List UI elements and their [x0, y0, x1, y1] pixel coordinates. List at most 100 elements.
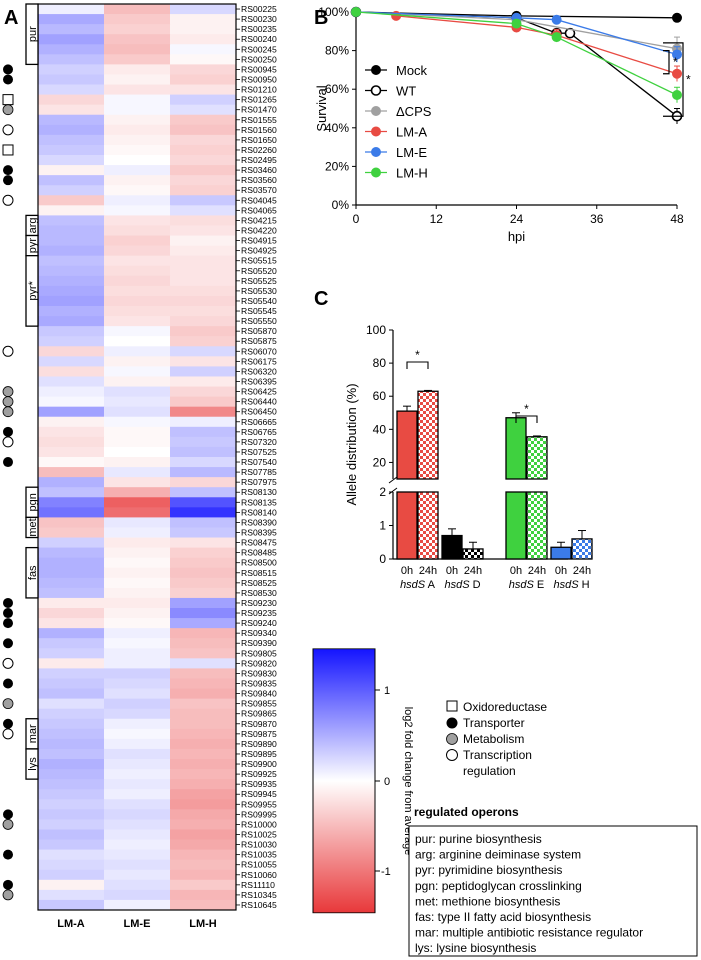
- transporter-icon: [3, 426, 13, 437]
- heatmap-cell: [104, 285, 171, 297]
- heatmap-cell: [104, 457, 171, 468]
- heatmap-cell: [104, 899, 171, 911]
- y-tick-label: 60: [373, 389, 387, 403]
- data-point: [511, 18, 522, 29]
- heatmap-cell: [38, 396, 105, 408]
- gene-label: RS05520: [241, 266, 277, 276]
- heatmap-cell: [104, 175, 171, 186]
- function-markers: [2, 64, 14, 901]
- heatmap-cell: [170, 557, 237, 569]
- gene-label: RS04215: [241, 215, 277, 225]
- heatmap-cell: [104, 587, 171, 599]
- heatmap-cell: [170, 497, 237, 508]
- data-point: [351, 7, 361, 17]
- heatmap-cell: [104, 648, 171, 659]
- metabolism-icon: [2, 386, 14, 397]
- gene-label: RS10060: [241, 870, 277, 880]
- time-label: 0h: [555, 565, 567, 577]
- gene-label: RS08140: [241, 507, 277, 517]
- gene-label: RS10025: [241, 830, 277, 840]
- heatmap-cell: [104, 547, 171, 559]
- operon-definition-line: arg: arginine deiminase system: [415, 848, 581, 862]
- gene-label: RS08130: [241, 487, 277, 497]
- operon-definition-line: mar: multiple antibiotic resistance regu…: [415, 926, 643, 940]
- heatmap-cell: [170, 44, 237, 55]
- heatmap-cell: [104, 376, 171, 387]
- panel-label-c: C: [314, 288, 328, 310]
- heatmap-cell: [38, 436, 105, 448]
- y-tick-label: 80%: [325, 44, 349, 58]
- heatmap-cell: [38, 285, 105, 297]
- heatmap-cell: [38, 668, 105, 679]
- heatmap-cell: [104, 84, 171, 95]
- transcription-icon: [2, 436, 14, 448]
- heatmap-cell: [170, 889, 237, 901]
- heatmap-cell: [38, 769, 105, 780]
- heatmap-cell: [38, 104, 105, 116]
- data-point: [672, 12, 682, 23]
- heatmap-cell: [170, 366, 237, 377]
- operon-label: pyr*: [27, 280, 39, 300]
- legend-metabolism: Metabolism: [463, 732, 524, 746]
- heatmap-cell: [104, 34, 171, 45]
- heatmap-cell: [38, 94, 105, 106]
- heatmap-cell: [38, 215, 105, 226]
- heatmap-cell: [38, 4, 105, 15]
- heatmap-cell: [104, 567, 171, 579]
- group-label: hsdS D: [444, 579, 480, 591]
- bar-lower: [417, 491, 439, 560]
- sig-bracket: [406, 361, 429, 369]
- bar-upper: [396, 410, 418, 480]
- heatmap-cell: [104, 779, 171, 790]
- heatmap-cell: [170, 879, 237, 891]
- operon-label: mar: [27, 724, 39, 743]
- gene-label: RS05545: [241, 306, 277, 316]
- heatmap-cell: [170, 547, 237, 559]
- heatmap-cell: [170, 748, 237, 760]
- heatmap-cell: [38, 718, 105, 730]
- gene-label: RS06425: [241, 387, 277, 397]
- bar-upper: [417, 390, 439, 480]
- gene-label: RS06450: [241, 407, 277, 417]
- operon-box-title: regulated operons: [414, 805, 519, 819]
- heatmap-cell: [104, 74, 171, 85]
- operon-definition-line: pyr: pyrimidine biosynthesis: [415, 863, 562, 877]
- heatmap-cell: [170, 457, 237, 468]
- heatmap-cell: [170, 608, 237, 619]
- heatmap-cell: [170, 285, 237, 297]
- heatmap-cell: [38, 295, 105, 307]
- colorbar-tick-neg1: -1: [381, 866, 391, 878]
- gene-label: RS09865: [241, 709, 277, 719]
- heatmap-cell: [170, 4, 237, 15]
- operon-label: met: [27, 518, 39, 536]
- heatmap-cell: [104, 889, 171, 901]
- colorbar-label: log2 fold change from average: [402, 707, 414, 856]
- legend-marker: [371, 167, 381, 178]
- heatmap-cell: [170, 265, 237, 277]
- heatmap-cell: [170, 849, 237, 861]
- heatmap-cell: [170, 487, 237, 498]
- gene-label: RS09890: [241, 739, 277, 749]
- gene-label: RS09230: [241, 598, 277, 608]
- metabolism-icon: [446, 733, 458, 745]
- heatmap-cell: [170, 899, 237, 911]
- heatmap-cell: [104, 356, 171, 367]
- gene-label: RS09955: [241, 799, 277, 809]
- heatmap-cell: [170, 376, 237, 387]
- heatmap-cell: [38, 34, 105, 45]
- gene-label: RS10030: [241, 840, 277, 850]
- heatmap-cell: [104, 799, 171, 810]
- heatmap-cell: [170, 386, 237, 397]
- heatmap-cell: [104, 517, 171, 528]
- gene-label: RS05870: [241, 326, 277, 336]
- gene-label: RS00230: [241, 14, 277, 24]
- column-label-lma: LM-A: [57, 918, 85, 930]
- heatmap-cell: [104, 829, 171, 840]
- transcription-icon: [2, 657, 14, 669]
- heatmap-cell: [38, 457, 105, 468]
- heatmap-cell: [104, 698, 171, 710]
- gene-label: RS03460: [241, 165, 277, 175]
- x-tick-label: 12: [430, 212, 444, 226]
- heatmap-cell: [104, 446, 171, 458]
- legend-oxidoreductase: Oxidoreductase: [463, 700, 547, 714]
